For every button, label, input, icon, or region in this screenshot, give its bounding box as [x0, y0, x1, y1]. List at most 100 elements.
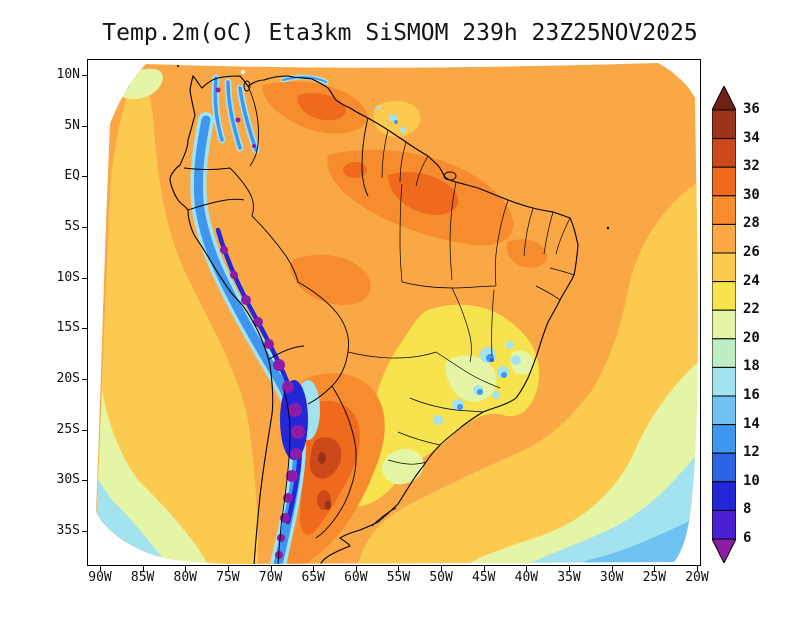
lat-tick [82, 378, 88, 380]
marajo-island [443, 171, 457, 181]
lat-tick [82, 277, 88, 279]
colorbar-band [712, 366, 736, 397]
andes-coldest-cores [220, 246, 305, 559]
lat-tick [82, 480, 88, 482]
lon-tick [569, 565, 571, 571]
lat-tick-label: 10N [56, 67, 80, 82]
lon-tick-label: 30W [599, 570, 624, 585]
lat-tick-label: 30S [56, 472, 80, 488]
lat-tick-label: 20S [56, 370, 80, 386]
colorbar-tick-label: 18 [743, 358, 760, 375]
colorbar-tick-label: 8 [743, 501, 752, 518]
colorbar-band [712, 481, 736, 511]
lat-tick-label: 35S [56, 522, 80, 538]
colorbar-band [712, 109, 736, 140]
lat-tick [82, 125, 88, 127]
lat-tick [82, 328, 88, 330]
land-cool-patches [343, 304, 540, 507]
venezuela-coastal-range [280, 74, 329, 85]
country-borders [183, 85, 397, 564]
lat-tick [82, 75, 88, 76]
lat-tick-label: 25S [56, 421, 80, 437]
lon-tick [227, 565, 229, 571]
colorbar-band [712, 195, 736, 225]
lon-tick [313, 565, 315, 571]
lat-tick [82, 429, 88, 431]
lon-tick [654, 565, 656, 571]
lon-tick-label: 65W [301, 570, 325, 585]
lat-tick-label: EQ [64, 168, 80, 184]
colorbar-tick-label: 22 [743, 301, 760, 318]
colombia-andes-streaks [211, 70, 260, 154]
lon-tick [100, 565, 101, 571]
lon-tick-label: 60W [344, 570, 368, 585]
colorbar-tick-label: 6 [743, 530, 752, 546]
colorbar [712, 86, 736, 563]
colorbar-tick-label: 30 [743, 186, 760, 203]
lat-tick [82, 226, 88, 228]
colorbar-tick-label: 10 [743, 472, 760, 489]
lon-tick [611, 565, 613, 571]
lon-tick-label: 40W [514, 570, 539, 585]
colorbar-band [712, 166, 736, 197]
colorbar-band [712, 338, 736, 368]
lon-tick-label: 75W [216, 570, 240, 585]
lon-tick-label: 35W [557, 570, 581, 585]
lat-tick [82, 530, 88, 532]
chart-title: Temp.2m(oC) Eta3km SiSMOM 239h 23Z25NOV2… [102, 20, 698, 46]
colorbar-band [712, 395, 736, 426]
colorbar-band [712, 223, 736, 254]
colorbar-tick-label: 12 [743, 444, 760, 461]
lon-tick-label: 90W [88, 570, 112, 585]
colorbar-band [712, 281, 736, 311]
colorbar-band [712, 252, 736, 283]
plot-area [87, 59, 701, 566]
colorbar-band [712, 509, 736, 540]
colorbar-top-arrow [712, 86, 736, 111]
colorbar-tick-label: 24 [743, 272, 760, 289]
lon-tick-label: 25W [642, 570, 667, 585]
temperature-field [96, 63, 698, 564]
lat-tick [82, 176, 88, 178]
andes-cold-band [190, 70, 406, 564]
lon-tick-label: 20W [685, 570, 709, 585]
colorbar-tick-label: 36 [743, 101, 760, 117]
lon-tick [142, 565, 144, 571]
map-svg [88, 60, 700, 565]
colorbar-tick-label: 20 [743, 329, 760, 346]
colorbar-tick-label: 26 [743, 244, 760, 260]
colorbar-tick-label: 14 [743, 415, 760, 432]
colorbar-tick-label: 28 [743, 215, 760, 232]
state-borders [347, 129, 575, 465]
guiana-highland-specks [376, 106, 406, 133]
lon-tick-label: 80W [173, 570, 197, 585]
lat-tick-label: 5N [64, 117, 80, 133]
lon-tick [398, 565, 400, 571]
lon-tick [696, 565, 698, 571]
colorbar-tick-label: 32 [743, 158, 760, 175]
lon-tick [526, 565, 528, 571]
coastline [169, 74, 579, 564]
lon-tick-label: 45W [472, 570, 496, 585]
colorbar-band [712, 424, 736, 454]
lat-tick-label: 10S [56, 269, 80, 285]
colorbar-bottom-arrow [712, 538, 736, 563]
lon-tick-label: 70W [258, 570, 283, 585]
lon-tick [270, 565, 272, 571]
lon-tick-label: 85W [130, 570, 155, 585]
colorbar-band [712, 309, 736, 340]
lon-tick-label: 50W [429, 570, 453, 585]
colorbar-band [712, 452, 736, 483]
colorbar-tick-label: 34 [743, 129, 760, 146]
lon-tick [483, 565, 485, 571]
lat-tick-label: 15S [56, 320, 80, 336]
colorbar-tick-label: 16 [743, 387, 760, 403]
colorbar-band [712, 138, 736, 168]
lon-tick-label: 55W [386, 570, 411, 585]
lon-tick [355, 565, 357, 571]
lon-tick [441, 565, 443, 571]
lat-tick-label: 5S [64, 218, 80, 234]
lake-maracaibo [243, 80, 251, 92]
lon-tick [185, 565, 187, 571]
